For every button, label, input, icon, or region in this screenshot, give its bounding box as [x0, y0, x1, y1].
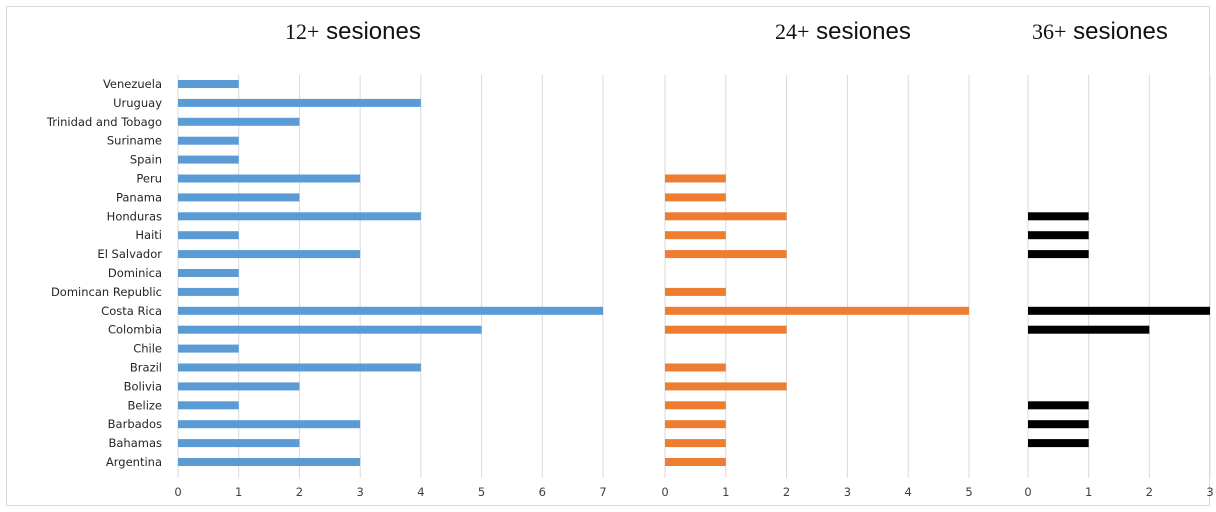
panel-1-tick-label: 3 — [356, 485, 363, 499]
panel-1-tick-label: 4 — [417, 485, 424, 499]
category-label: Bahamas — [108, 436, 162, 450]
panel-2-bar — [665, 382, 787, 391]
panel-1-bar — [178, 80, 239, 88]
panel-1-bar — [178, 439, 300, 448]
category-label: Panama — [116, 190, 162, 204]
panel-3-title-number: 36+ — [1032, 19, 1067, 44]
panel-1-bar — [178, 231, 239, 240]
panel-3-bar — [1028, 212, 1089, 221]
panel-3-bar — [1028, 306, 1210, 315]
panel-1-bar — [178, 193, 300, 202]
category-label: Colombia — [108, 323, 162, 337]
panel-2-bar — [665, 401, 726, 410]
panel-3-bar — [1028, 250, 1089, 259]
panel-1-bar — [178, 306, 603, 315]
category-label: El Salvador — [97, 247, 162, 261]
category-label: Domincan Republic — [51, 285, 162, 299]
category-label: Uruguay — [113, 96, 162, 110]
panel-1-bar — [178, 250, 361, 259]
panel-1-tick-label: 6 — [539, 485, 546, 499]
category-label: Brazil — [130, 361, 162, 375]
panel-1-bar — [178, 382, 300, 391]
panel-2-tick-label: 0 — [661, 485, 668, 499]
panel-2-tick-label: 1 — [722, 485, 729, 499]
panel-1-title-number: 12+ — [285, 19, 320, 44]
panel-2-tick-label: 2 — [783, 485, 790, 499]
panel-3-title-word: sesiones — [1073, 18, 1168, 45]
category-label: Haiti — [135, 228, 162, 242]
panel-3-bar — [1028, 325, 1150, 334]
panel-2-bar — [665, 287, 726, 296]
panel-1-tick-label: 0 — [174, 485, 181, 499]
panel-3-bar — [1028, 231, 1089, 240]
panel-2-bar — [665, 231, 726, 240]
category-label: Peru — [136, 172, 162, 186]
category-label: Bolivia — [124, 379, 162, 393]
panel-3-tick-label: 0 — [1024, 485, 1031, 499]
panel-3-title: 36+ sesiones — [1032, 18, 1168, 46]
panel-3-bar — [1028, 401, 1089, 410]
panel-1-tick-label: 5 — [478, 485, 485, 499]
panel-1-bar — [178, 155, 239, 164]
category-label: Barbados — [108, 417, 162, 431]
panel-1-title: 12+ sesiones — [285, 18, 421, 46]
panel-2-bar — [665, 250, 787, 259]
panel-2-title: 24+ sesiones — [775, 18, 911, 46]
panel-1-bar — [178, 98, 421, 107]
panel-2-tick-label: 3 — [844, 485, 851, 499]
panel-2-bar — [665, 212, 787, 221]
panel-2-bar — [665, 458, 726, 466]
category-label: Costa Rica — [101, 304, 162, 318]
panel-1-tick-label: 7 — [599, 485, 606, 499]
panel-3-bar — [1028, 439, 1089, 448]
panel-2-bar — [665, 420, 726, 429]
panel-1-tick-label: 1 — [235, 485, 242, 499]
category-label: Argentina — [106, 455, 162, 469]
panel-3-tick-label: 2 — [1146, 485, 1153, 499]
panel-1-bar — [178, 269, 239, 277]
category-label: Spain — [130, 153, 162, 167]
panel-1-tick-label: 2 — [296, 485, 303, 499]
panel-1-bar — [178, 117, 300, 126]
panel-3-tick-label: 3 — [1206, 485, 1213, 499]
category-label: Venezuela — [103, 77, 162, 91]
panel-1-bar — [178, 136, 239, 145]
panel-1-bar — [178, 458, 361, 466]
category-label: Dominica — [108, 266, 162, 280]
panel-1-bar — [178, 363, 421, 372]
panel-2-bar — [665, 325, 787, 334]
panel-1-title-word: sesiones — [326, 18, 421, 45]
panel-2-bar — [665, 439, 726, 448]
panel-1-bar — [178, 174, 361, 183]
panel-1-bar — [178, 344, 239, 353]
panel-1-bar — [178, 401, 239, 410]
panel-1-bar — [178, 212, 421, 221]
panel-3-tick-label: 1 — [1085, 485, 1092, 499]
category-label: Belize — [128, 398, 162, 412]
panel-2-bar — [665, 306, 969, 315]
panel-2-bar — [665, 193, 726, 202]
category-label: Suriname — [107, 134, 162, 148]
category-label: Trinidad and Tobago — [46, 115, 162, 129]
panel-2-bar — [665, 363, 726, 372]
panel-2-title-number: 24+ — [775, 19, 810, 44]
category-label: Chile — [133, 342, 162, 356]
panel-2-tick-label: 4 — [905, 485, 912, 499]
panel-2-title-word: sesiones — [816, 18, 911, 45]
panel-1-bar — [178, 420, 361, 429]
category-label: Honduras — [107, 209, 162, 223]
panel-2-tick-label: 5 — [965, 485, 972, 499]
panel-2-bar — [665, 174, 726, 183]
panel-3-bar — [1028, 420, 1089, 429]
panel-1-bar — [178, 287, 239, 296]
panel-1-bar — [178, 325, 482, 334]
